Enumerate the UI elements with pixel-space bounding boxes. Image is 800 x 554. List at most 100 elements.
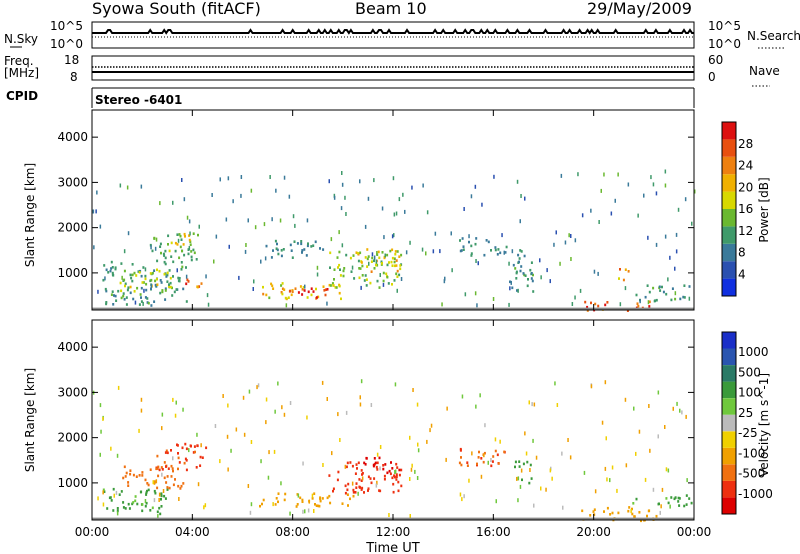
sparse-echo [308,499,310,504]
sparse-echo [667,277,669,282]
colorbar-swatch [722,398,736,415]
data-cell-7 [398,273,401,277]
data-cell-3 [277,500,279,504]
data-cell-6 [466,464,469,467]
cpid-label: CPID [6,89,38,103]
sparse-echo [155,479,158,484]
data-cell-0 [141,509,144,513]
sparse-echo [240,175,243,179]
x-tick-label: 20:00 [576,525,611,539]
colorbar-swatch [722,431,736,448]
data-cell-12 [597,304,600,308]
data-cell-0 [138,303,141,306]
sparse-echo [672,406,674,411]
data-cell-2 [160,251,162,255]
sparse-echo [441,302,443,307]
data-cell-12 [584,300,587,304]
sparse-echo [331,451,333,456]
sparse-echo [624,397,627,402]
sparse-echo [311,493,314,498]
data-cell-9 [289,243,292,247]
data-cell-7 [338,263,341,267]
data-cell-7 [393,264,396,268]
data-cell-2 [185,459,188,462]
data-cell-12 [606,301,609,304]
data-cell-1 [138,474,141,477]
sparse-echo [140,408,143,413]
data-cell-8 [360,261,363,264]
data-cell-1 [156,486,159,490]
data-cell-8 [593,508,596,511]
sparse-echo [157,514,159,519]
data-cell-8 [389,249,392,253]
data-cell-2 [177,456,180,460]
sparse-echo [200,443,202,448]
sparse-echo [551,476,553,481]
data-cell-1 [122,476,125,480]
data-cell-4 [361,486,364,490]
sparse-echo [92,209,95,214]
sparse-echo [248,389,251,394]
velocity-colorbar-label: Velocity [m s^-1] [757,373,771,477]
sparse-echo [665,467,668,472]
sparse-echo [493,174,495,179]
data-cell-0 [105,302,108,306]
sparse-echo [395,211,398,216]
data-cell-0 [149,509,152,512]
sparse-echo [461,497,463,502]
data-cell-13 [619,268,621,271]
data-cell-1 [172,483,175,487]
power-ylabel: Slant Range [km] [23,163,37,267]
y-tick-label: 1000 [57,476,88,490]
data-cell-11 [520,250,523,253]
data-cell-2 [193,251,196,255]
nave-label: Nave [749,64,780,78]
y-tick-label: 3000 [57,385,88,399]
data-cell-7 [382,271,385,275]
data-cell-3 [277,492,280,495]
data-cell-0 [105,301,108,304]
data-cell-11 [517,253,520,257]
sparse-echo [280,481,282,486]
data-cell-0 [175,288,178,291]
data-cell-0 [160,505,163,508]
data-cell-9 [312,244,315,247]
sparse-echo [235,427,238,432]
data-cell-1 [132,473,135,477]
beam-label: Beam 10 [355,0,427,18]
data-cell-0 [111,290,114,293]
data-cell-8 [383,256,386,260]
colorbar-tick-label: 28 [738,137,753,151]
nave-tick-bottom: 0 [708,70,716,84]
data-cell-6 [466,461,469,464]
data-cell-14 [658,285,661,289]
sparse-echo [676,401,678,406]
data-cell-6 [460,456,462,459]
sparse-echo [207,302,210,307]
sparse-echo [426,210,429,215]
data-cell-4 [370,481,373,485]
data-cell-0 [153,489,156,493]
data-cell-0 [140,300,143,303]
sparse-echo [553,242,555,247]
data-cell-9 [635,497,638,501]
data-cell-1 [180,484,183,488]
sparse-echo [379,273,381,277]
data-cell-2 [163,461,166,464]
data-cell-3 [296,503,299,506]
sparse-echo [144,499,147,503]
data-cell-5 [378,456,381,460]
sparse-echo [138,428,140,433]
data-cell-2 [164,249,167,253]
data-cell-1 [158,269,161,273]
data-cell-2 [170,449,172,452]
data-cell-0 [164,287,167,290]
data-cell-3 [314,503,316,506]
sparse-echo [102,502,105,507]
colorbar-swatch [722,464,736,481]
x-tick-label: 12:00 [376,525,411,539]
data-cell-0 [145,491,148,494]
data-cell-0 [112,509,115,512]
sparse-echo [443,279,446,284]
data-cell-8 [593,513,596,516]
